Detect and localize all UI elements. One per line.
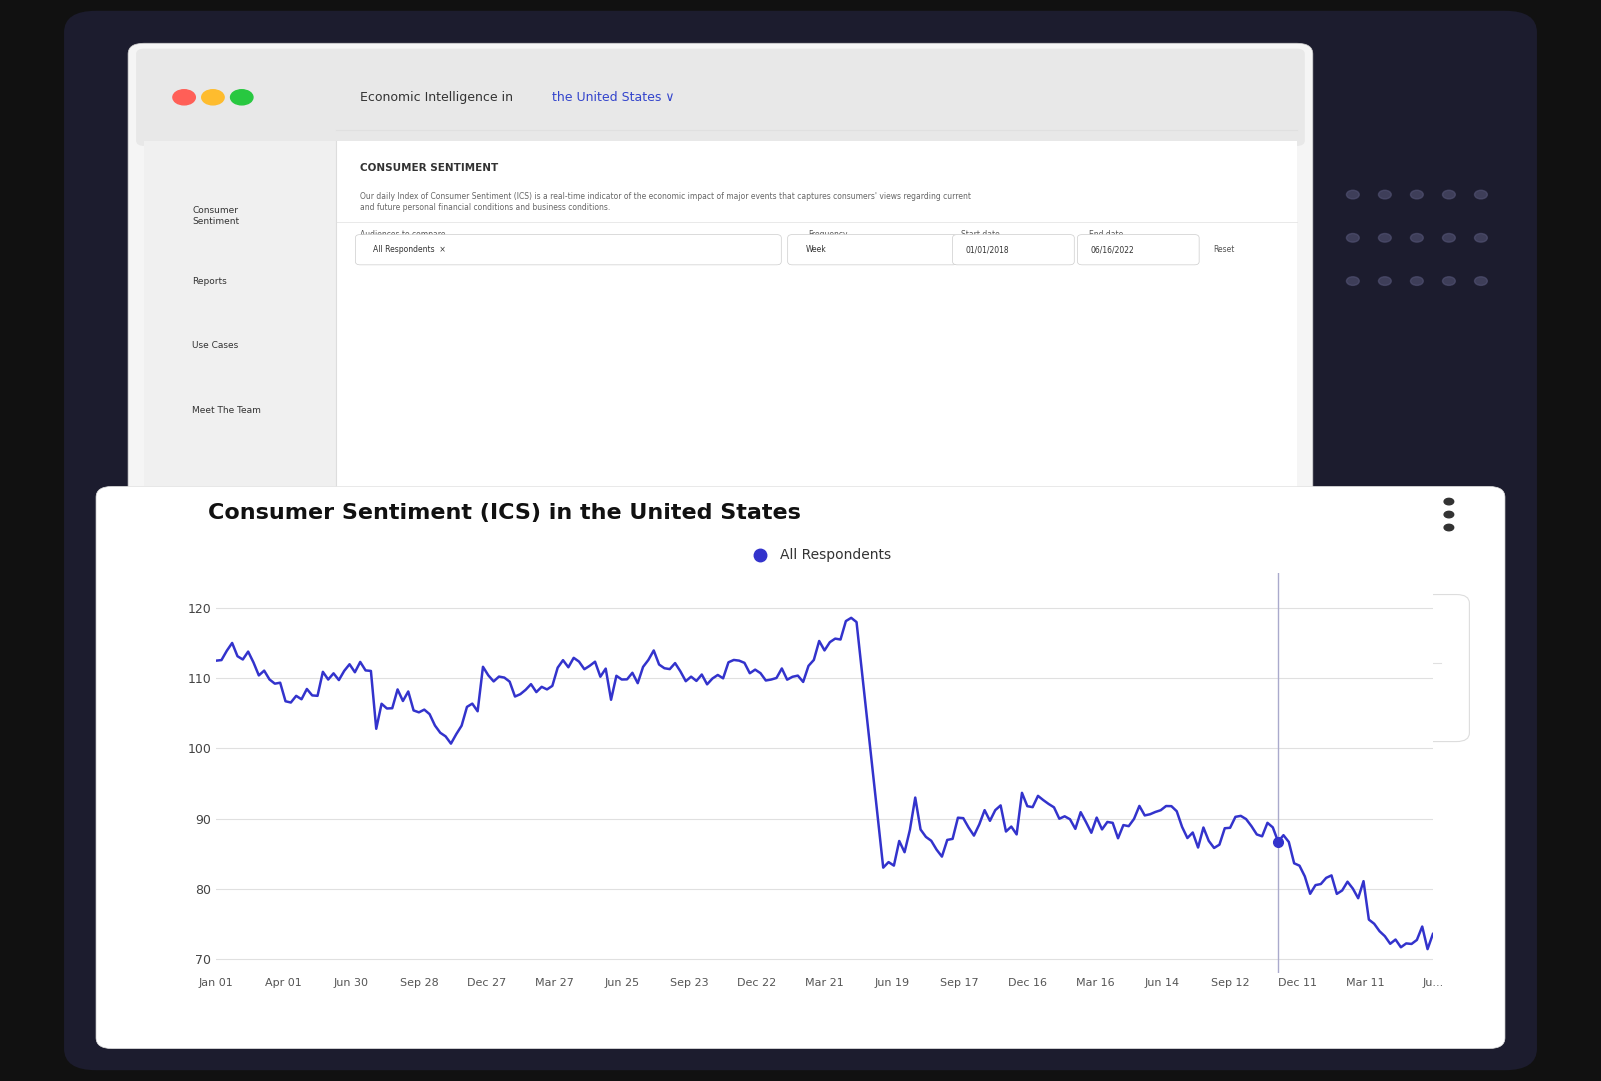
Text: Meet The Team: Meet The Team <box>192 406 261 415</box>
Text: End date: End date <box>1089 230 1122 239</box>
FancyBboxPatch shape <box>64 11 1537 1070</box>
Text: 81: 81 <box>1342 684 1362 699</box>
Circle shape <box>1444 498 1454 505</box>
Circle shape <box>1443 233 1455 242</box>
FancyBboxPatch shape <box>128 43 1313 540</box>
Text: n=34006: n=34006 <box>1377 686 1428 697</box>
Text: Reset: Reset <box>1214 245 1234 254</box>
Circle shape <box>1410 277 1423 285</box>
Text: Consumer Sentiment (ICS) in the United States: Consumer Sentiment (ICS) in the United S… <box>208 504 800 523</box>
FancyBboxPatch shape <box>1092 595 1470 742</box>
FancyBboxPatch shape <box>136 49 1305 146</box>
FancyBboxPatch shape <box>953 235 1074 265</box>
Circle shape <box>1378 190 1391 199</box>
Text: Audiences to compare: Audiences to compare <box>360 230 445 239</box>
Text: Our daily Index of Consumer Sentiment (ICS) is a real-time indicator of the econ: Our daily Index of Consumer Sentiment (I… <box>360 192 972 212</box>
Text: Reports: Reports <box>192 277 227 285</box>
Circle shape <box>1475 233 1487 242</box>
Text: Frequency: Frequency <box>809 230 849 239</box>
Text: All Respondents: All Respondents <box>1156 685 1255 698</box>
Circle shape <box>1346 277 1359 285</box>
Circle shape <box>231 90 253 105</box>
Circle shape <box>1444 524 1454 531</box>
FancyBboxPatch shape <box>788 235 957 265</box>
Text: CONSUMER SENTIMENT: CONSUMER SENTIMENT <box>360 162 498 173</box>
Bar <box>336 141 1297 530</box>
Circle shape <box>1346 233 1359 242</box>
Circle shape <box>1378 277 1391 285</box>
FancyBboxPatch shape <box>1077 235 1199 265</box>
Circle shape <box>1475 277 1487 285</box>
Text: Use Cases: Use Cases <box>192 342 239 350</box>
Text: Consumer
Sentiment: Consumer Sentiment <box>192 206 239 226</box>
Text: All Respondents  ×: All Respondents × <box>373 245 445 254</box>
Circle shape <box>173 90 195 105</box>
Circle shape <box>1346 190 1359 199</box>
Text: Week: Week <box>805 245 826 254</box>
Text: 06/16/2022: 06/16/2022 <box>1090 245 1134 254</box>
Circle shape <box>1443 277 1455 285</box>
Circle shape <box>1378 233 1391 242</box>
Circle shape <box>202 90 224 105</box>
FancyBboxPatch shape <box>96 486 1505 1049</box>
Text: Start date: Start date <box>961 230 999 239</box>
Circle shape <box>1410 233 1423 242</box>
Text: Week of May 1: Week of May 1 <box>1129 628 1254 643</box>
Text: 01/01/2018: 01/01/2018 <box>965 245 1009 254</box>
Circle shape <box>1443 190 1455 199</box>
FancyBboxPatch shape <box>355 235 781 265</box>
Text: Economic Intelligence in: Economic Intelligence in <box>360 91 517 104</box>
Circle shape <box>1444 511 1454 518</box>
Text: the United States ∨: the United States ∨ <box>552 91 676 104</box>
Text: All Respondents: All Respondents <box>780 548 890 561</box>
Circle shape <box>1475 190 1487 199</box>
Circle shape <box>1410 190 1423 199</box>
Bar <box>144 141 336 530</box>
